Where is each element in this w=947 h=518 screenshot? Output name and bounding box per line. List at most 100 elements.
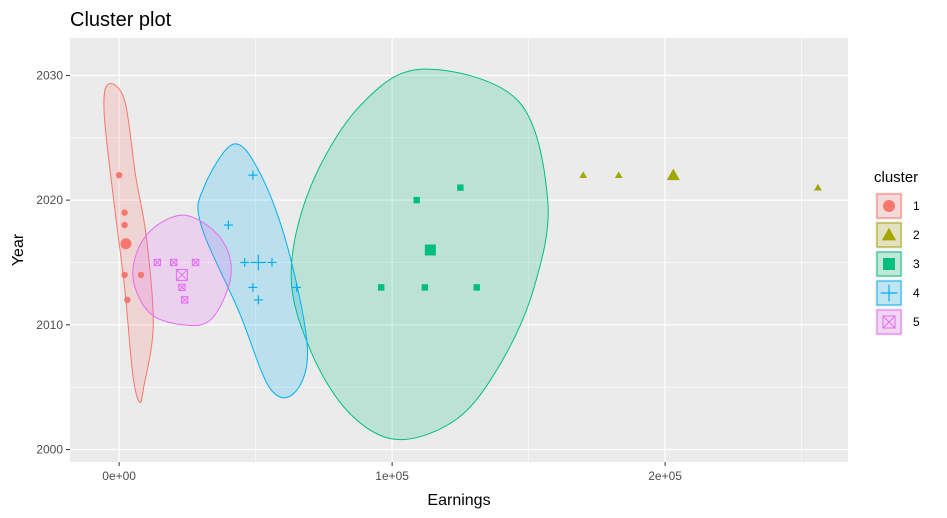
cluster-5-point — [191, 258, 200, 267]
cluster-1-center — [120, 238, 132, 250]
cluster-1-center-mark — [120, 238, 132, 250]
cluster-4-point — [248, 170, 258, 180]
x-tick-label: 1e+05 — [375, 469, 409, 483]
cluster-5-point — [180, 296, 189, 304]
cluster-4-point — [223, 220, 233, 230]
cluster-3-point — [413, 196, 420, 204]
cluster-5-point — [170, 258, 178, 267]
cluster-3-point-mark — [421, 284, 429, 291]
legend-item-1: 1 — [875, 192, 920, 220]
cluster-5-ellipse — [132, 214, 232, 326]
cluster-1-point — [124, 296, 131, 304]
legend-item-4: 4 — [875, 279, 920, 307]
cluster-5-center — [175, 268, 188, 281]
cluster-2-point-mark — [614, 171, 623, 179]
y-tick-label: 2010 — [36, 318, 63, 332]
cluster-5-point-box — [178, 283, 186, 292]
cluster-2-point-mark — [579, 171, 588, 179]
cluster-5-center-box — [175, 268, 188, 281]
legend-items: 1 2 3 4 5 — [875, 192, 920, 336]
cluster-3-point-mark — [378, 284, 385, 291]
legend-key-symbol-mark — [881, 227, 897, 241]
legend-key-symbol — [883, 200, 895, 212]
cluster-5-point-diag-b — [153, 258, 161, 267]
legend-title: cluster — [874, 169, 918, 186]
cluster-2-point — [579, 171, 588, 179]
cluster-1-point — [137, 271, 145, 279]
legend-key-symbol-mark — [883, 200, 895, 212]
legend-label: 2 — [913, 228, 920, 242]
cluster-3-point-mark — [413, 196, 420, 204]
x-axis-title: Earnings — [427, 492, 490, 509]
cluster-4-ellipse — [197, 143, 308, 399]
cluster-1-point-mark — [124, 296, 131, 304]
y-tick-label: 2000 — [36, 443, 63, 457]
legend-key-symbol — [880, 284, 898, 302]
cluster-5-point-diag-b — [181, 296, 189, 304]
legend-key-symbol — [881, 227, 897, 241]
cluster-1-point — [121, 271, 128, 279]
cluster-3-point-mark — [473, 284, 480, 291]
cluster-5-point — [178, 283, 186, 292]
cluster-1-point-mark — [137, 271, 145, 279]
legend-key-symbol-box — [882, 315, 896, 329]
cluster-5-point-box — [170, 258, 178, 267]
cluster-2-center-mark — [666, 168, 680, 181]
cluster-5-point-box — [191, 258, 200, 267]
cluster-1-point-mark — [115, 171, 123, 179]
cluster-2-point — [814, 183, 822, 191]
y-tick-label: 2020 — [36, 193, 63, 207]
legend-key-symbol — [883, 258, 895, 270]
legend-key-symbol-mark — [883, 258, 895, 270]
legend: cluster 1 2 3 4 5 — [874, 169, 920, 336]
y-tick-label: 2030 — [36, 68, 63, 82]
cluster-2-point-mark — [814, 183, 822, 191]
cluster-5-point-diag-b — [192, 258, 200, 267]
cluster-3-point-mark — [457, 184, 464, 191]
chart-title: Cluster plot — [70, 9, 172, 31]
cluster-2-point — [614, 171, 623, 179]
plot-panel — [70, 38, 848, 462]
cluster-4-center — [250, 254, 267, 271]
cluster-4-point — [248, 282, 258, 292]
legend-key-symbol-diag-b — [882, 315, 896, 329]
legend-label: 5 — [913, 315, 920, 329]
legend-item-5: 5 — [875, 308, 920, 336]
cluster-3-point — [473, 284, 480, 291]
legend-item-3: 3 — [875, 250, 920, 278]
cluster-1-point-mark — [121, 209, 128, 216]
y-axis-title: Year — [10, 233, 27, 266]
cluster-1-point-mark — [121, 221, 128, 229]
cluster-4-point — [292, 282, 302, 292]
legend-label: 3 — [913, 257, 920, 271]
grid-lines — [70, 38, 848, 462]
axis-ticks: 0e+00 1e+05 2e+05 2000 2010 2020 2030 — [36, 68, 682, 483]
cluster-5-center-diag-b — [176, 269, 188, 281]
legend-key-symbol — [882, 315, 896, 329]
legend-item-2: 2 — [875, 221, 920, 249]
cluster-4-point — [253, 295, 263, 305]
legend-key-fill — [876, 193, 902, 219]
x-tick-label: 2e+05 — [648, 469, 682, 483]
cluster-5-point-diag-b — [178, 283, 186, 291]
cluster-5-point-box — [180, 296, 189, 304]
x-tick-label: 0e+00 — [102, 469, 136, 483]
data-points — [115, 168, 822, 305]
cluster-3-center — [424, 244, 436, 256]
legend-label: 4 — [913, 286, 920, 300]
cluster-3-point — [378, 284, 385, 291]
cluster-3-ellipse — [290, 68, 549, 441]
cluster-3-point — [457, 184, 464, 191]
cluster-1-point — [115, 171, 123, 179]
legend-label: 1 — [913, 199, 920, 213]
cluster-3-point — [421, 284, 429, 291]
cluster-1-point — [121, 209, 128, 216]
cluster-4-point — [267, 257, 277, 267]
cluster-5-point — [153, 258, 162, 267]
cluster-4-point — [240, 257, 250, 267]
cluster-5-point-diag-b — [170, 258, 178, 267]
cluster-3-center-mark — [424, 244, 436, 256]
cluster-5-point-box — [153, 258, 162, 267]
cluster-1-point-mark — [121, 271, 128, 279]
